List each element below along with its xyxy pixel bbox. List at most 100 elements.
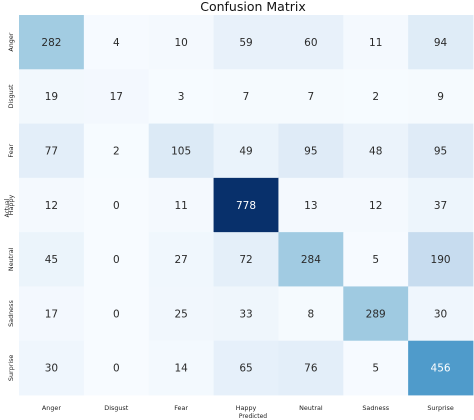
heatmap-cell-anger-sadness bbox=[343, 15, 409, 70]
heatmap-cell-neutral-fear bbox=[148, 232, 214, 287]
heatmap-cell-fear-neutral bbox=[278, 123, 344, 179]
heatmap-cell-anger-anger bbox=[19, 15, 85, 70]
heatmap-cell-anger-surprise bbox=[408, 15, 474, 70]
cell-value-label: 8 bbox=[308, 308, 315, 320]
cell-value-label: 7 bbox=[243, 91, 250, 103]
cell-value-label: 30 bbox=[45, 363, 58, 375]
heatmap-cell-neutral-disgust bbox=[83, 232, 150, 287]
heatmap-cell-surprise-disgust bbox=[83, 340, 150, 396]
heatmap-cell-sadness-sadness bbox=[343, 286, 409, 342]
cell-value-label: 12 bbox=[369, 200, 382, 212]
heatmap-cell-neutral-sadness bbox=[343, 232, 409, 287]
cell-value-label: 25 bbox=[174, 308, 187, 320]
cell-value-label: 27 bbox=[174, 254, 187, 266]
x-tick-label-surprise: Surprise bbox=[427, 404, 454, 412]
heatmap-cell-surprise-neutral bbox=[278, 340, 344, 396]
heatmap-cell-disgust-surprise bbox=[408, 69, 474, 124]
cell-value-label: 0 bbox=[113, 308, 120, 320]
cell-value-label: 0 bbox=[113, 200, 120, 212]
cell-value-label: 0 bbox=[113, 363, 120, 375]
heatmap-cell-disgust-sadness bbox=[343, 69, 409, 124]
x-axis-label: Predicted bbox=[239, 413, 267, 420]
heatmap-cell-disgust-neutral bbox=[278, 69, 344, 124]
heatmap-cell-neutral-happy bbox=[213, 232, 279, 287]
cell-value-label: 5 bbox=[372, 363, 379, 375]
heatmap-cell-surprise-fear bbox=[148, 340, 214, 396]
heatmap-cell-surprise-anger bbox=[19, 340, 85, 396]
heatmap-cell-anger-disgust bbox=[83, 15, 150, 70]
x-tick-label-sadness: Sadness bbox=[362, 404, 389, 412]
heatmap-cell-happy-disgust bbox=[83, 177, 150, 233]
cell-value-label: 60 bbox=[304, 37, 317, 49]
y-tick-label-anger: Anger bbox=[7, 32, 15, 51]
cell-value-label: 59 bbox=[239, 37, 252, 49]
cell-value-label: 190 bbox=[431, 254, 451, 266]
cell-value-label: 9 bbox=[437, 91, 444, 103]
heatmap-cell-neutral-neutral bbox=[278, 232, 344, 287]
cell-value-label: 778 bbox=[236, 200, 256, 212]
heatmap-cell-happy-sadness bbox=[343, 177, 409, 233]
heatmap-cell-happy-happy bbox=[213, 177, 279, 233]
cell-value-label: 13 bbox=[304, 200, 317, 212]
heatmap-cell-happy-anger bbox=[19, 177, 85, 233]
cell-value-label: 289 bbox=[366, 308, 386, 320]
heatmap-cell-fear-anger bbox=[19, 123, 85, 179]
cell-value-label: 4 bbox=[113, 37, 120, 49]
y-tick-label-happy: Happy bbox=[7, 194, 15, 215]
cell-value-label: 3 bbox=[178, 91, 185, 103]
x-tick-label-anger: Anger bbox=[42, 404, 61, 412]
chart-title: Confusion Matrix bbox=[200, 0, 306, 14]
x-tick-labels: Anger Disgust Fear Happy Neutral Sadness Surpr… bbox=[42, 404, 454, 412]
cell-value-label: 48 bbox=[369, 146, 382, 158]
y-tick-labels: Anger Disgust Fear Happy Neutral Sadness Surpr… bbox=[7, 32, 15, 381]
cell-value-label: 284 bbox=[301, 254, 321, 266]
y-tick-label-surprise: Surprise bbox=[7, 355, 15, 382]
cell-value-label: 11 bbox=[369, 37, 382, 49]
cell-value-label: 11 bbox=[174, 200, 187, 212]
heatmap-cell-surprise-sadness bbox=[343, 340, 409, 396]
x-tick-label-fear: Fear bbox=[174, 404, 188, 412]
cell-value-label: 456 bbox=[431, 363, 451, 375]
cell-value-label: 2 bbox=[113, 146, 120, 158]
heatmap-cell-sadness-disgust bbox=[83, 286, 150, 342]
cell-value-label: 95 bbox=[304, 146, 317, 158]
heatmap-cell-fear-fear bbox=[148, 123, 214, 179]
heatmap-cell-fear-disgust bbox=[83, 123, 150, 179]
y-tick-label-neutral: Neutral bbox=[7, 247, 15, 271]
cell-value-label: 95 bbox=[434, 146, 447, 158]
cell-value-label: 105 bbox=[171, 146, 191, 158]
cell-value-label: 49 bbox=[239, 146, 252, 158]
cell-value-label: 77 bbox=[45, 146, 58, 158]
cell-value-label: 5 bbox=[372, 254, 379, 266]
heatmap-cell-neutral-surprise bbox=[408, 232, 474, 287]
heatmap-cell-sadness-surprise bbox=[408, 286, 474, 342]
heatmap-cell-surprise-happy bbox=[213, 340, 279, 396]
cell-value-label: 72 bbox=[239, 254, 252, 266]
heatmap-cell-anger-fear bbox=[148, 15, 214, 70]
heatmap-cell-happy-neutral bbox=[278, 177, 344, 233]
cell-value-label: 12 bbox=[45, 200, 58, 212]
cell-value-label: 19 bbox=[45, 91, 58, 103]
cell-value-label: 37 bbox=[434, 200, 447, 212]
x-tick-label-disgust: Disgust bbox=[104, 404, 128, 412]
heatmap-cell-neutral-anger bbox=[19, 232, 85, 287]
cell-value-label: 33 bbox=[239, 308, 252, 320]
heatmap-cell-sadness-neutral bbox=[278, 286, 344, 342]
y-tick-label-fear: Fear bbox=[7, 143, 15, 157]
cell-value-label: 10 bbox=[174, 37, 187, 49]
heatmap-cell-fear-sadness bbox=[343, 123, 409, 179]
cell-value-label: 76 bbox=[304, 363, 318, 375]
heatmap-cell-happy-fear bbox=[148, 177, 214, 233]
x-tick-label-happy: Happy bbox=[236, 404, 257, 412]
cell-value-label: 2 bbox=[372, 91, 379, 103]
cell-value-label: 45 bbox=[45, 254, 58, 266]
heatmap-cell-disgust-disgust bbox=[83, 69, 150, 124]
cell-value-label: 30 bbox=[434, 308, 447, 320]
cell-value-label: 14 bbox=[174, 363, 188, 375]
heatmap-cell-anger-happy bbox=[213, 15, 279, 70]
heatmap-cell-disgust-anger bbox=[19, 69, 85, 124]
heatmap-cell-sadness-happy bbox=[213, 286, 279, 342]
